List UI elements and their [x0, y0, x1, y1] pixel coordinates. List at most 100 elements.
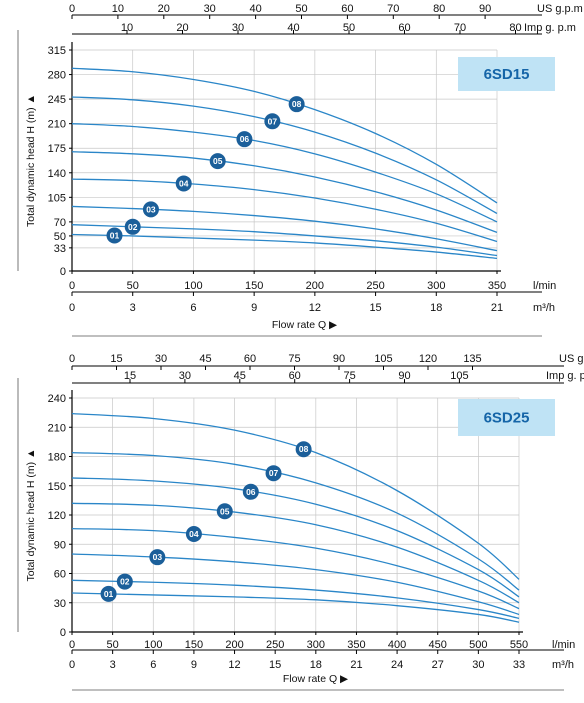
- unit-m3h: m³/h: [533, 302, 555, 314]
- y-tick-label: 210: [48, 422, 66, 434]
- usgpm-tick-label: 60: [244, 353, 256, 365]
- series-curve-05: [71, 502, 520, 604]
- series-curve-02: [71, 579, 520, 619]
- m3h-tick-label: 9: [251, 302, 257, 314]
- lpm-tick-label: 450: [429, 639, 447, 651]
- y-tick-label: 210: [48, 119, 66, 131]
- lpm-tick-label: 150: [185, 639, 203, 651]
- m3h-tick-label: 15: [369, 302, 381, 314]
- usgpm-tick-label: 40: [249, 3, 261, 15]
- series-badge-06: [236, 131, 253, 148]
- series-badge-04: [175, 175, 192, 192]
- lpm-tick-label: 500: [469, 639, 487, 651]
- lpm-tick-label: 100: [144, 639, 162, 651]
- unit-impgpm: Imp g. p.m: [524, 22, 576, 34]
- series-curve-01: [71, 233, 498, 260]
- impgpm-tick-label: 10: [121, 22, 133, 34]
- impgpm-tick-label: 50: [343, 22, 355, 34]
- series-curve-01: [71, 592, 520, 623]
- lpm-tick-label: 400: [388, 639, 406, 651]
- y-tick-label: 105: [48, 192, 66, 204]
- unit-lpm: l/min: [533, 280, 556, 292]
- lpm-tick-label: 0: [69, 639, 75, 651]
- y-tick-label: 33: [54, 243, 66, 255]
- series-badge-label-04: 04: [179, 178, 189, 188]
- lpm-tick-label: 250: [366, 280, 384, 292]
- series-badge-07: [265, 465, 282, 482]
- x-axis-label: Flow rate Q ▶: [283, 673, 349, 685]
- series-badge-label-01: 01: [110, 230, 120, 240]
- impgpm-tick-label: 70: [454, 22, 466, 34]
- m3h-tick-label: 33: [513, 659, 525, 671]
- series-badge-label-01: 01: [104, 589, 114, 599]
- y-tick-label: 70: [54, 217, 66, 229]
- m3h-tick-label: 15: [269, 659, 281, 671]
- model-box: [458, 57, 555, 91]
- y-tick-label: 0: [60, 266, 66, 278]
- m3h-tick-label: 18: [310, 659, 322, 671]
- impgpm-tick-label: 75: [343, 370, 355, 382]
- impgpm-tick-label: 45: [234, 370, 246, 382]
- series-badge-05: [216, 503, 233, 520]
- y-tick-label: 0: [60, 627, 66, 639]
- series-badge-label-03: 03: [153, 552, 163, 562]
- lpm-tick-label: 200: [306, 280, 324, 292]
- usgpm-tick-label: 90: [333, 353, 345, 365]
- m3h-tick-label: 9: [191, 659, 197, 671]
- unit-m3h: m³/h: [552, 659, 574, 671]
- m3h-tick-label: 0: [69, 659, 75, 671]
- series-badge-06: [242, 483, 259, 500]
- usgpm-tick-label: 135: [463, 353, 481, 365]
- usgpm-tick-label: 0: [69, 3, 75, 15]
- usgpm-tick-label: 70: [387, 3, 399, 15]
- series-curve-04: [71, 178, 498, 243]
- series-badge-label-08: 08: [299, 444, 309, 454]
- series-curve-07: [71, 451, 520, 591]
- impgpm-tick-label: 30: [232, 22, 244, 34]
- usgpm-tick-label: 90: [479, 3, 491, 15]
- series-badge-label-05: 05: [213, 156, 223, 166]
- m3h-tick-label: 21: [491, 302, 503, 314]
- series-badge-05: [209, 153, 226, 170]
- usgpm-tick-label: 15: [110, 353, 122, 365]
- y-axis-label: Total dynamic head H (m) ▲: [25, 449, 37, 582]
- unit-impgpm: Imp g. p.m: [546, 370, 584, 382]
- y-tick-label: 60: [54, 569, 66, 581]
- m3h-tick-label: 30: [472, 659, 484, 671]
- usgpm-tick-label: 75: [288, 353, 300, 365]
- series-curve-08: [71, 412, 520, 580]
- usgpm-tick-label: 50: [295, 3, 307, 15]
- lpm-tick-label: 300: [427, 280, 445, 292]
- impgpm-tick-label: 15: [124, 370, 136, 382]
- lpm-tick-label: 50: [107, 639, 119, 651]
- lpm-tick-label: 350: [488, 280, 506, 292]
- impgpm-tick-label: 105: [450, 370, 468, 382]
- lpm-tick-label: 0: [69, 280, 75, 292]
- y-tick-label: 315: [48, 45, 66, 57]
- series-curve-04: [71, 528, 520, 610]
- series-badge-08: [295, 441, 312, 458]
- series-badge-label-07: 07: [268, 116, 278, 126]
- series-badge-07: [264, 113, 281, 130]
- y-tick-label: 150: [48, 481, 66, 493]
- series-badge-label-03: 03: [146, 204, 156, 214]
- series-badge-label-08: 08: [292, 99, 302, 109]
- impgpm-tick-label: 60: [398, 22, 410, 34]
- series-badge-label-02: 02: [120, 577, 130, 587]
- usgpm-tick-label: 120: [419, 353, 437, 365]
- series-curve-06: [71, 123, 498, 223]
- m3h-tick-label: 12: [309, 302, 321, 314]
- series-badge-02: [116, 573, 133, 590]
- usgpm-tick-label: 45: [199, 353, 211, 365]
- usgpm-tick-label: 30: [155, 353, 167, 365]
- usgpm-tick-label: 105: [374, 353, 392, 365]
- lpm-tick-label: 150: [245, 280, 263, 292]
- y-tick-label: 180: [48, 452, 66, 464]
- series-badge-01: [106, 227, 123, 244]
- impgpm-tick-label: 20: [176, 22, 188, 34]
- series-badge-label-02: 02: [128, 222, 138, 232]
- series-badge-04: [185, 526, 202, 543]
- lpm-tick-label: 550: [510, 639, 528, 651]
